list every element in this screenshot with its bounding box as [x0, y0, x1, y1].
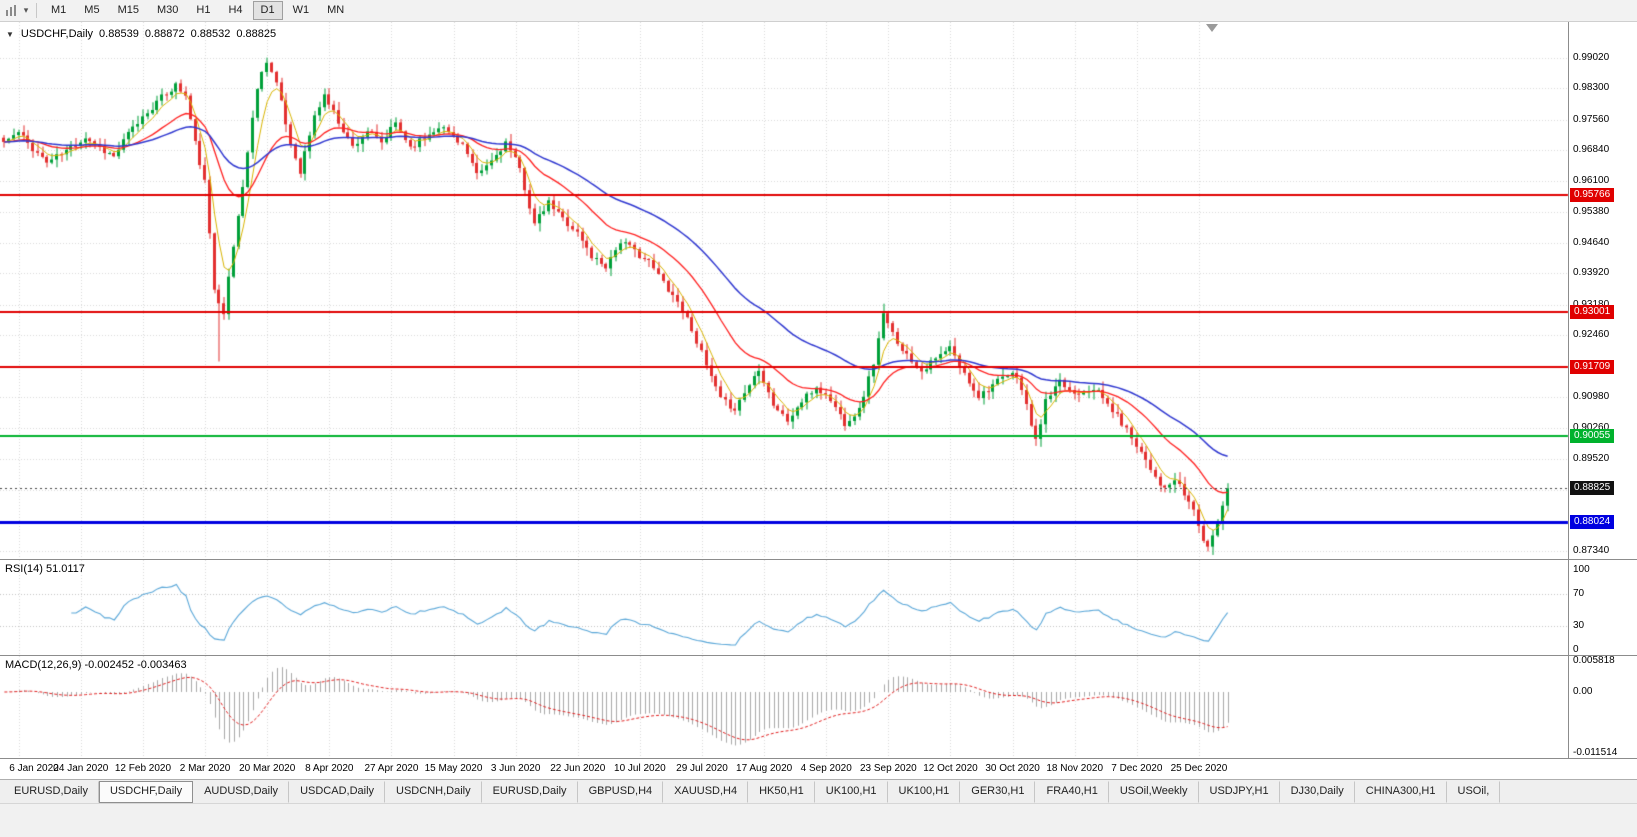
- timeframe-button-mn[interactable]: MN: [327, 4, 345, 16]
- pane-divider[interactable]: [0, 655, 1637, 656]
- date-tick-label: 12 Oct 2020: [923, 763, 978, 774]
- pane-divider: [0, 758, 1637, 759]
- timeframe-button-m1[interactable]: M1: [51, 4, 67, 16]
- chart-tab-uk100-h1[interactable]: UK100,H1: [888, 780, 961, 803]
- timeframe-button-w1[interactable]: W1: [292, 4, 310, 16]
- chart-tab-xauusd-h4[interactable]: XAUUSD,H4: [663, 780, 749, 803]
- ohlc-open: 0.88539: [99, 28, 139, 40]
- date-tick-label: 18 Nov 2020: [1046, 763, 1104, 774]
- chart-tab-china300-h1[interactable]: CHINA300,H1: [1355, 780, 1447, 803]
- chart-tabs-bar: EURUSD,Daily USDCHF,Daily AUDUSD,Daily USDC…: [0, 779, 1637, 803]
- price-chart-pane: ▼ USDCHF,Daily 0.88539 0.88872 0.88532 0…: [0, 22, 1637, 559]
- ohlc-info: ▼ USDCHF,Daily 0.88539 0.88872 0.88532 0…: [6, 28, 276, 40]
- timeframe-button-m30[interactable]: M30: [156, 4, 179, 16]
- chart-tab-eurusd-daily[interactable]: EURUSD,Daily: [3, 780, 99, 803]
- chart-tab-usoil[interactable]: USOil,: [1447, 780, 1501, 803]
- ohlc-low: 0.88532: [190, 28, 231, 40]
- date-tick-label: 12 Feb 2020: [114, 763, 172, 774]
- rsi-label: RSI(14) 51.0117: [5, 563, 85, 575]
- date-tick-label: 8 Apr 2020: [305, 763, 354, 774]
- pane-divider[interactable]: [0, 559, 1637, 560]
- chart-tab-dj30-daily[interactable]: DJ30,Daily: [1280, 780, 1355, 803]
- chart-tab-ger30-h1[interactable]: GER30,H1: [960, 780, 1036, 803]
- date-tick-label: 22 Jun 2020: [550, 763, 606, 774]
- chart-tab-usdjpy-h1[interactable]: USDJPY,H1: [1199, 780, 1280, 803]
- timeframe-button-h1[interactable]: H1: [196, 4, 211, 16]
- rsi-indicator-pane: RSI(14) 51.0117: [0, 560, 1637, 655]
- toolbar-separator: [36, 3, 37, 18]
- date-tick-label: 29 Jul 2020: [676, 763, 728, 774]
- chart-tab-uk100-h1[interactable]: UK100,H1: [815, 780, 888, 803]
- date-tick-label: 10 Jul 2020: [614, 763, 666, 774]
- date-tick-label: 17 Aug 2020: [736, 763, 793, 774]
- chart-tab-usdcnh-daily[interactable]: USDCNH,Daily: [385, 780, 482, 803]
- rsi-canvas[interactable]: [0, 560, 1637, 655]
- price-chart-canvas[interactable]: [0, 22, 1637, 559]
- chart-tab-usdcad-daily[interactable]: USDCAD,Daily: [289, 780, 386, 803]
- date-tick-label: 23 Sep 2020: [859, 763, 917, 774]
- timeframe-button-m5[interactable]: M5: [84, 4, 100, 16]
- chart-shift-marker[interactable]: [1206, 24, 1218, 32]
- toolbar: ▾ M1 M5 M15 M30 H1 H4 D1 W1 MN: [0, 0, 1637, 22]
- macd-canvas[interactable]: [0, 656, 1637, 758]
- time-axis: 6 Jan 2020 24 Jan 2020 12 Feb 2020 2 Mar 20…: [0, 759, 1637, 779]
- chart-tab-eurusd-daily[interactable]: EURUSD,Daily: [482, 780, 578, 803]
- macd-indicator-pane: MACD(12,26,9) -0.002452 -0.003463: [0, 656, 1637, 758]
- date-tick-label: 2 Mar 2020: [179, 763, 231, 774]
- chart-tab-audusd-daily[interactable]: AUDUSD,Daily: [193, 780, 290, 803]
- date-tick-label: 27 Apr 2020: [364, 763, 419, 774]
- chart-tab-usdchf-daily[interactable]: USDCHF,Daily: [98, 780, 194, 803]
- chart-icon[interactable]: [3, 2, 21, 20]
- chart-tab-hk50-h1[interactable]: HK50,H1: [748, 780, 815, 803]
- date-tick-label: 6 Jan 2020: [9, 763, 59, 774]
- timeframe-button-h4[interactable]: H4: [228, 4, 243, 16]
- status-bar: [0, 803, 1637, 837]
- chart-menu-arrow-icon[interactable]: ▼: [6, 29, 14, 39]
- date-tick-label: 3 Jun 2020: [490, 763, 541, 774]
- ohlc-high: 0.88872: [144, 28, 185, 40]
- ohlc-close: 0.88825: [236, 28, 277, 40]
- chart-tab-fra40-h1[interactable]: FRA40,H1: [1035, 780, 1109, 803]
- chart-tab-usoil-weekly[interactable]: USOil,Weekly: [1109, 780, 1199, 803]
- date-tick-label: 7 Dec 2020: [1111, 763, 1163, 774]
- date-tick-label: 20 Mar 2020: [239, 763, 296, 774]
- date-tick-label: 25 Dec 2020: [1170, 763, 1228, 774]
- timeframe-button-m15[interactable]: M15: [117, 4, 139, 16]
- timeframe-button-d1[interactable]: D1: [252, 1, 283, 20]
- date-tick-label: 30 Oct 2020: [985, 763, 1040, 774]
- date-tick-label: 15 May 2020: [424, 763, 483, 774]
- chart-type-caret-icon[interactable]: ▾: [23, 5, 29, 15]
- macd-label: MACD(12,26,9) -0.002452 -0.003463: [5, 659, 187, 671]
- date-tick-label: 24 Jan 2020: [53, 763, 109, 774]
- price-axis-line: [1568, 22, 1569, 759]
- chart-symbol-label: USDCHF,Daily: [20, 28, 94, 40]
- timeframe-buttons: M1 M5 M15 M30 H1 H4 D1 W1 MN: [42, 1, 353, 20]
- date-tick-label: 4 Sep 2020: [800, 763, 852, 774]
- chart-tab-gbpusd-h4[interactable]: GBPUSD,H4: [578, 780, 664, 803]
